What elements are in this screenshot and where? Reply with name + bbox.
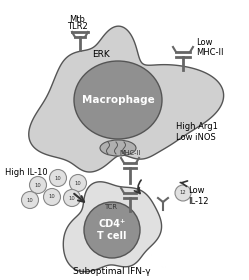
Polygon shape — [29, 26, 224, 172]
Text: 10: 10 — [69, 195, 75, 200]
Text: 10: 10 — [55, 176, 61, 181]
Circle shape — [69, 174, 86, 192]
Text: 10: 10 — [75, 181, 81, 186]
Text: Mtb: Mtb — [69, 15, 85, 24]
Text: 10: 10 — [27, 197, 33, 202]
Text: High Arg1
Low iNOS: High Arg1 Low iNOS — [176, 122, 218, 142]
Text: Low
MHC-II: Low MHC-II — [196, 38, 224, 57]
Circle shape — [21, 192, 39, 209]
Text: CD4⁺
T cell: CD4⁺ T cell — [97, 219, 127, 241]
Text: High IL-10: High IL-10 — [5, 167, 48, 176]
Text: 12: 12 — [180, 190, 186, 195]
Ellipse shape — [74, 61, 162, 139]
Circle shape — [175, 185, 191, 201]
Circle shape — [84, 202, 140, 258]
Text: Suboptimal IFN-γ: Suboptimal IFN-γ — [73, 267, 151, 277]
Circle shape — [29, 176, 47, 193]
Text: TCR: TCR — [105, 204, 118, 210]
Circle shape — [63, 190, 80, 207]
Polygon shape — [63, 182, 162, 272]
Text: ERK: ERK — [92, 50, 110, 59]
Circle shape — [44, 188, 61, 206]
Text: TLR2: TLR2 — [67, 22, 87, 31]
Text: 10: 10 — [49, 195, 55, 199]
Ellipse shape — [100, 140, 136, 156]
Text: 10: 10 — [35, 183, 41, 188]
Text: Low
IL-12: Low IL-12 — [188, 186, 208, 206]
Text: Macrophage: Macrophage — [82, 95, 154, 105]
Text: MHC-II: MHC-II — [119, 150, 141, 156]
Circle shape — [50, 169, 66, 186]
